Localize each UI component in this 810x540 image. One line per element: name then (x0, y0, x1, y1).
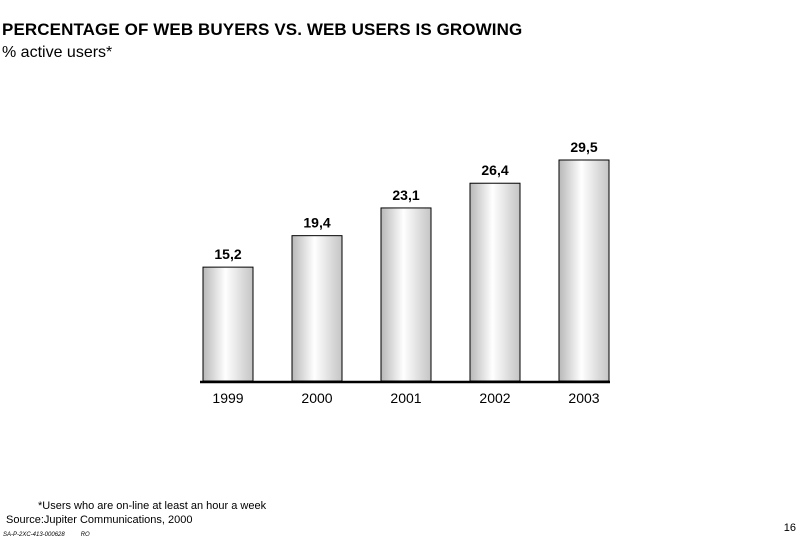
document-code: SA-P-2XC-413-000628 (3, 532, 65, 538)
bar-2001 (380, 207, 432, 382)
chart-title: PERCENTAGE OF WEB BUYERS VS. WEB USERS I… (2, 20, 523, 39)
document-initials: RO (80, 532, 90, 538)
value-label-2000: 19,4 (303, 215, 330, 231)
source-note: Source:Jupiter Communications, 2000 (6, 514, 193, 526)
value-label-2001: 23,1 (392, 187, 419, 203)
bar-2000 (291, 235, 343, 382)
footnote: *Users who are on-line at least an hour … (38, 500, 267, 512)
x-tick-label-2001: 2001 (390, 390, 421, 406)
bar-2003 (558, 159, 610, 382)
bar-1999 (202, 266, 254, 382)
chart-subtitle: % active users* (2, 44, 113, 61)
value-label-1999: 15,2 (214, 246, 241, 262)
x-tick-label-2003: 2003 (568, 390, 599, 406)
page-number: 16 (783, 522, 796, 534)
x-tick-label-2002: 2002 (479, 390, 510, 406)
document-id: SA-P-2XC-413-000628 RO (3, 532, 106, 538)
value-label-2003: 29,5 (570, 139, 597, 155)
bar-2002 (469, 182, 521, 382)
value-label-2002: 26,4 (481, 162, 508, 178)
x-tick-label-2000: 2000 (301, 390, 332, 406)
x-tick-label-1999: 1999 (212, 390, 243, 406)
